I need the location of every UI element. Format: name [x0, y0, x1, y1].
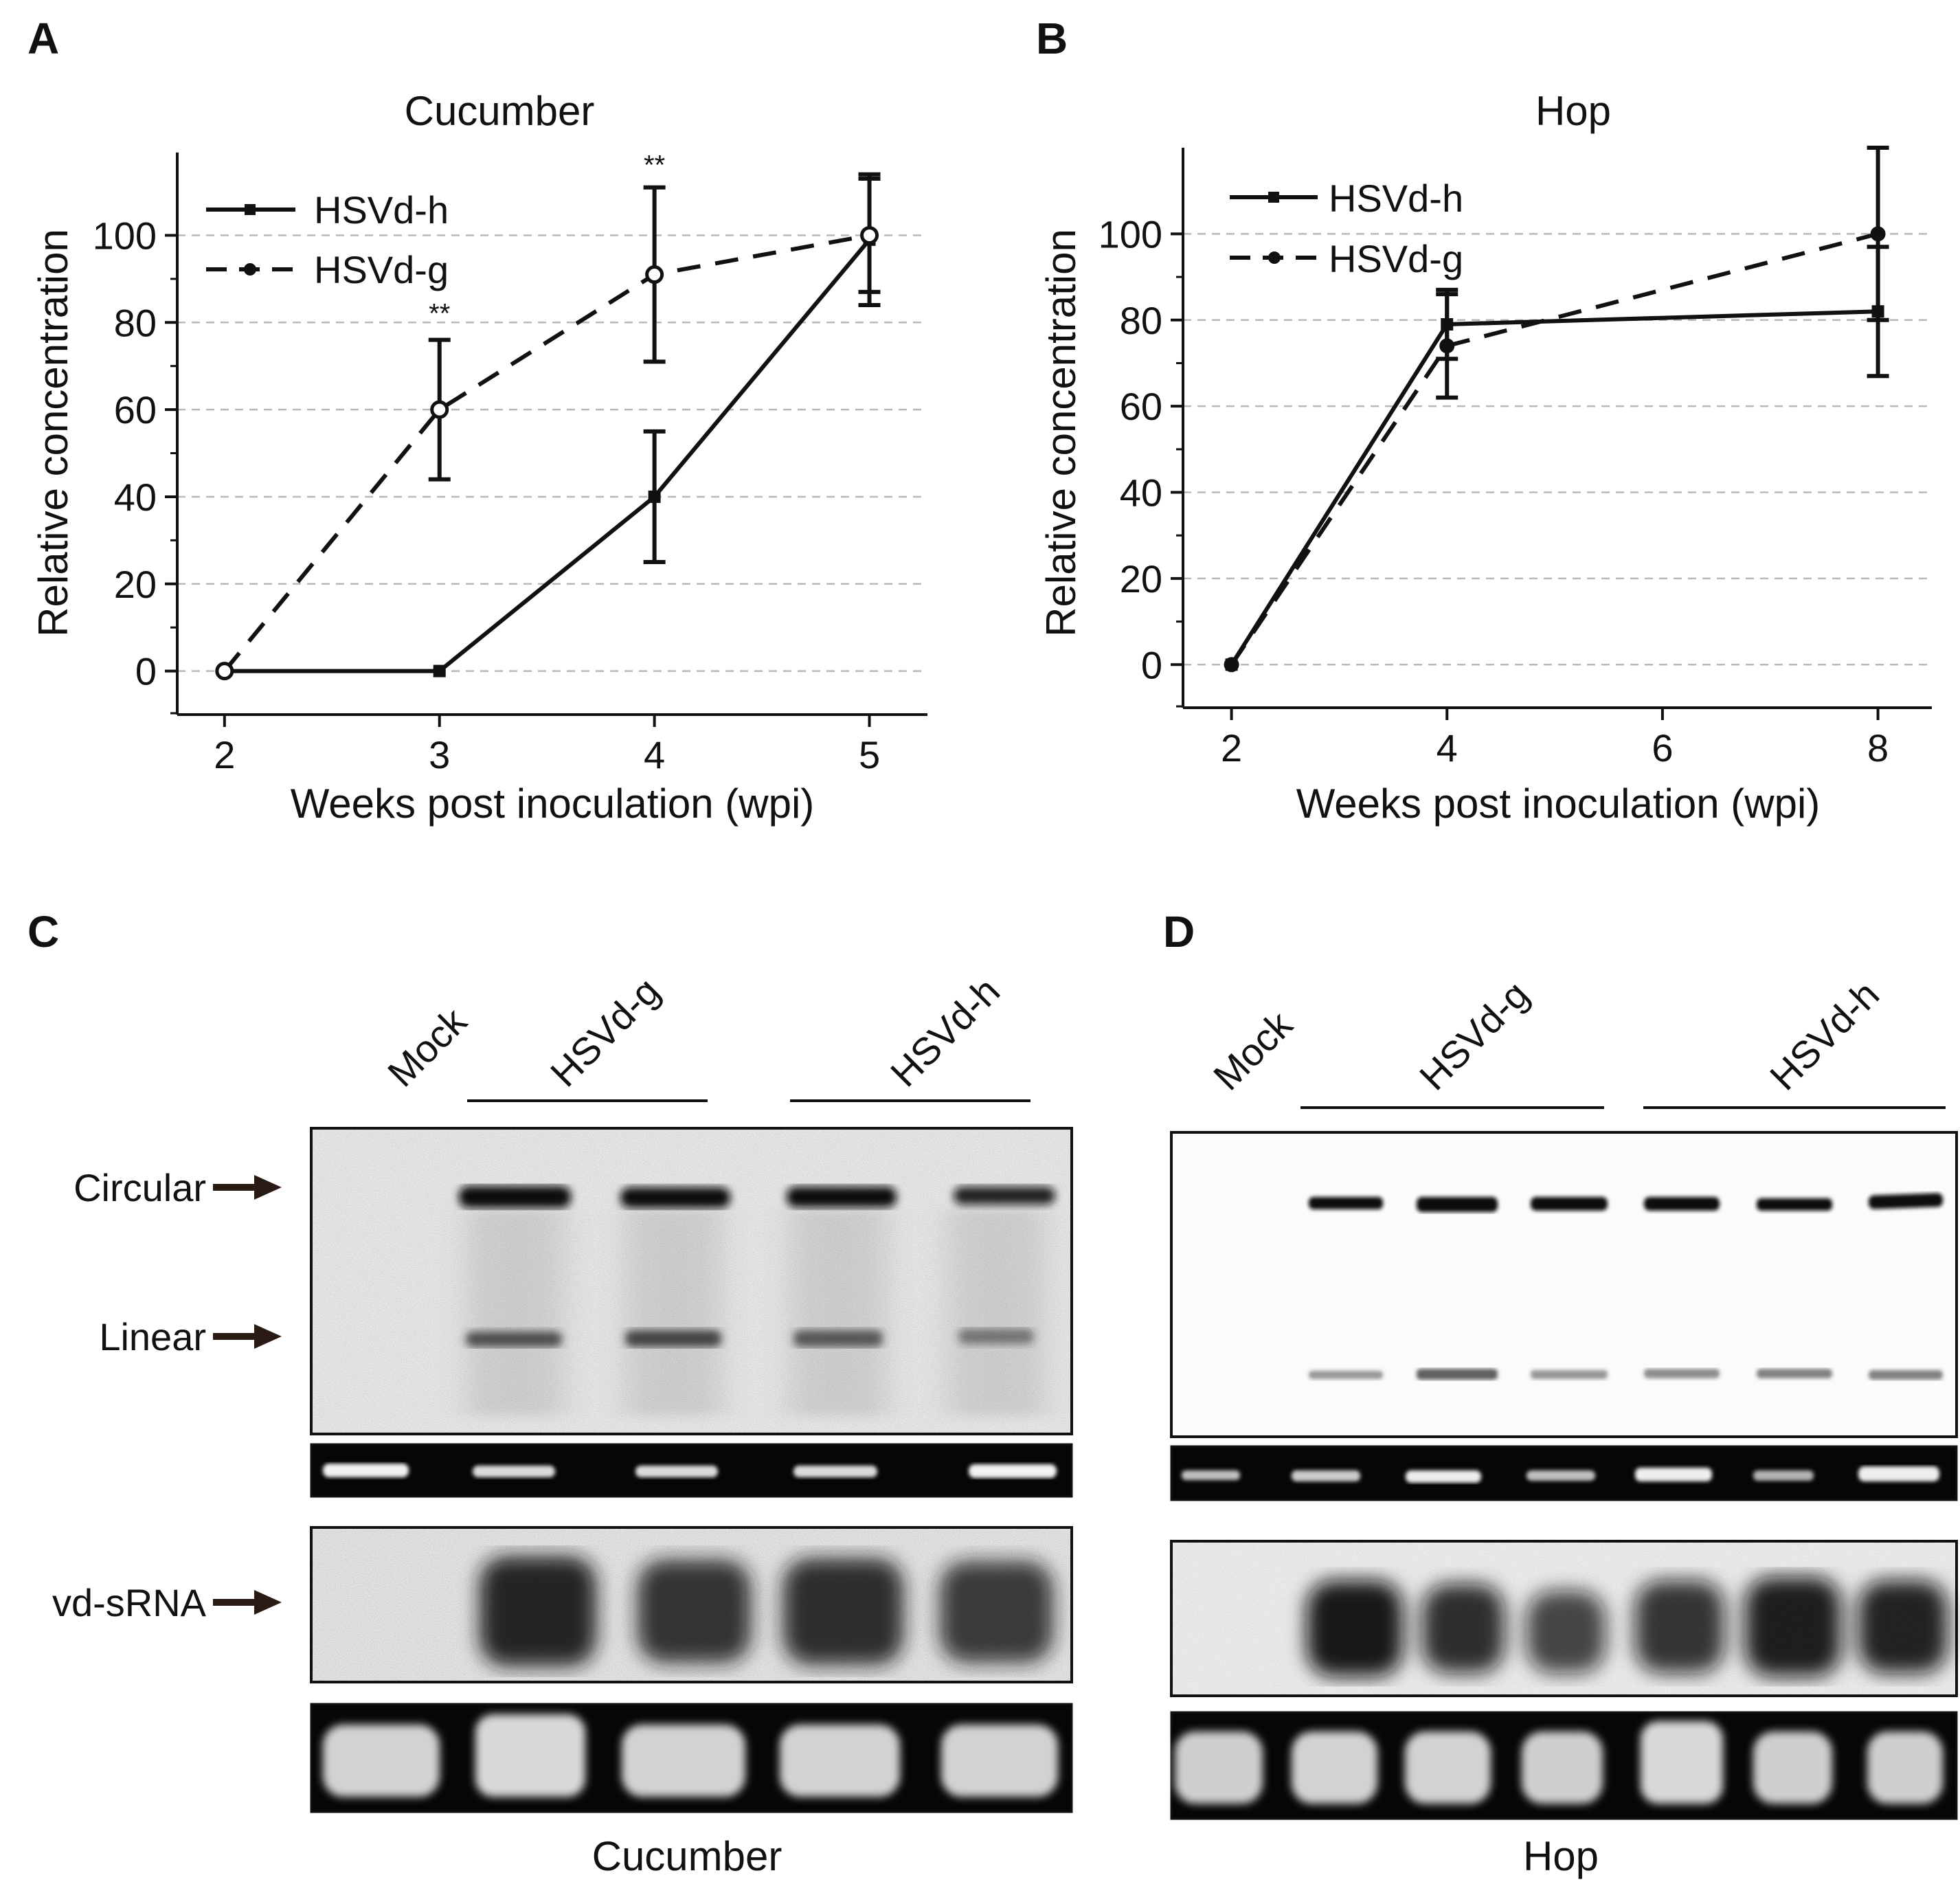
blot-c-lane-label-mock: Mock: [379, 999, 475, 1095]
blot-d-lane-label-hsvd-g: HSVd-g: [1411, 972, 1537, 1098]
panel-a: A Cucumber 0 20 40 60 80 100 2 3 4 5 Relative co…: [27, 14, 927, 827]
blot-c-band-label-circular: Circular: [74, 1166, 206, 1209]
chart-a-annotation-1: **: [644, 150, 665, 181]
panel-b: B Hop 0 20 40 60 80 100 2 4 6 8 Relative concent…: [1036, 14, 1932, 827]
chart-b-y-tick-label-40: 40: [1120, 471, 1162, 515]
chart-b-x-axis-label: Weeks post inoculation (wpi): [1296, 781, 1821, 827]
chart-a-y-tick-label-40: 40: [114, 475, 157, 519]
panel-letter-c: C: [27, 907, 59, 956]
blot-c-northern: [310, 1127, 1073, 1435]
chart-a-y-tick-label-100: 100: [93, 214, 157, 257]
chart-b-y-tick-label-60: 60: [1120, 385, 1162, 428]
chart-a-line-hsvd-g: [223, 233, 870, 673]
chart-b-y-tick-label-20: 20: [1120, 557, 1162, 601]
blot-c-caption: Cucumber: [592, 1833, 782, 1879]
chart-a-point-hsvd-g-5: [860, 225, 879, 245]
blot-d-srna: [1170, 1540, 1958, 1697]
chart-a-x-tick-label-3: 3: [429, 733, 450, 776]
chart-b-gridlines: [1183, 233, 1932, 666]
blot-c-loading-control-2: [310, 1703, 1073, 1813]
chart-b-y-tick-label-0: 0: [1141, 643, 1162, 686]
blot-d-loading-control-1: [1170, 1445, 1958, 1501]
chart-a-x-tick-label-4: 4: [644, 733, 665, 776]
arrow-linear-icon: [213, 1324, 282, 1349]
chart-b-x-tick-label-2: 2: [1221, 726, 1242, 770]
panel-letter-b: B: [1036, 14, 1068, 63]
chart-a-point-hsvd-g-2: [215, 662, 234, 681]
chart-b-line-hsvd-g: [1230, 232, 1879, 666]
chart-a-x-axis-label: Weeks post inoculation (wpi): [291, 781, 815, 827]
blot-c-srna: [310, 1526, 1073, 1683]
chart-a-title: Cucumber: [405, 88, 595, 134]
blot-c-lane-label-hsvd-g: HSVd-g: [542, 969, 668, 1095]
chart-b-x-tick-label-6: 6: [1652, 726, 1673, 770]
chart-a-point-hsvd-h-4: [648, 490, 661, 503]
panel-letter-d: D: [1163, 907, 1195, 956]
chart-a-y-axis-label: Relative concentration: [30, 229, 76, 637]
blot-c-lane-label-hsvd-h: HSVd-h: [882, 969, 1008, 1095]
legend-b-label-hsvd-g: HSVd-g: [1329, 237, 1463, 280]
chart-a-line-hsvd-h: [224, 238, 871, 673]
chart-a-annotation-0: **: [429, 298, 450, 328]
chart-a-gridlines: [177, 234, 927, 672]
chart-b-y-tick-label-80: 80: [1120, 299, 1162, 342]
legend-a-label-hsvd-h: HSVd-h: [314, 188, 449, 232]
legend-a-marker-hsvd-g: [244, 263, 256, 276]
blot-d-loading-control-2: [1170, 1711, 1958, 1820]
blot-c-loading-control-1: [310, 1443, 1073, 1498]
chart-b-title: Hop: [1535, 88, 1611, 134]
chart-a-y-tick-label-60: 60: [114, 388, 157, 432]
chart-a-x-ticks: 2 3 4 5: [214, 715, 880, 776]
chart-b-y-axis-label: Relative concentration: [1038, 229, 1084, 637]
chart-a-y-tick-label-20: 20: [114, 563, 157, 606]
blot-d-lane-label-hsvd-h: HSVd-h: [1761, 972, 1887, 1098]
chart-b-series: [1224, 146, 1889, 673]
chart-a-point-hsvd-g-4: [645, 265, 664, 284]
chart-a-point-hsvd-h-3: [433, 664, 446, 677]
panel-letter-a: A: [27, 14, 59, 63]
chart-a-x-tick-label-2: 2: [214, 733, 235, 776]
legend-a-label-hsvd-g: HSVd-g: [314, 248, 449, 291]
chart-a-series: ** **: [215, 150, 881, 681]
blot-d-northern: [1170, 1131, 1958, 1438]
legend-b-label-hsvd-h: HSVd-h: [1329, 177, 1463, 220]
arrow-vd-srna-icon: [213, 1590, 282, 1615]
chart-b-line-hsvd-h: [1230, 309, 1878, 666]
panel-c: C Mock HSVd-g HSVd-h: [27, 907, 1073, 1879]
blot-c-band-label-vd-srna: vd-sRNA: [52, 1581, 207, 1624]
panel-d: D Mock HSVd-g HSVd-h: [1163, 907, 1958, 1879]
chart-a-y-ticks: 0 20 40 60 80 100: [93, 214, 177, 715]
chart-b-x-tick-label-4: 4: [1437, 726, 1458, 770]
blot-d-caption: Hop: [1523, 1833, 1599, 1879]
chart-a-point-hsvd-g-3: [430, 400, 449, 419]
chart-a-y-tick-label-0: 0: [135, 650, 157, 693]
chart-b-x-ticks: 2 4 6 8: [1221, 708, 1889, 770]
chart-b-x-tick-label-8: 8: [1867, 726, 1889, 770]
blot-c-band-label-linear: Linear: [99, 1315, 206, 1358]
arrow-circular-icon: [213, 1175, 282, 1200]
chart-b-y-ticks: 0 20 40 60 80 100: [1099, 212, 1183, 708]
chart-b-point-hsvd-g-2: [1224, 657, 1239, 673]
legend-a-marker-hsvd-h: [245, 204, 256, 215]
legend-b-marker-hsvd-g: [1268, 251, 1281, 264]
chart-a-legend: HSVd-h HSVd-g: [206, 188, 449, 291]
chart-b-legend: HSVd-h HSVd-g: [1230, 177, 1463, 280]
chart-a-x-tick-label-5: 5: [859, 733, 880, 776]
chart-a-y-tick-label-80: 80: [114, 301, 157, 344]
chart-b-y-tick-label-100: 100: [1099, 212, 1162, 256]
chart-b-point-hsvd-g-4: [1439, 338, 1455, 354]
blot-d-lane-label-mock: Mock: [1205, 1002, 1301, 1099]
legend-b-marker-hsvd-h: [1268, 192, 1279, 203]
chart-b-point-hsvd-g-8: [1870, 226, 1886, 242]
